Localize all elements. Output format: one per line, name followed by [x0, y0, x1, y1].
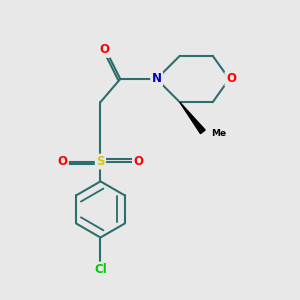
- Text: O: O: [226, 73, 236, 85]
- Text: O: O: [99, 44, 110, 56]
- Text: S: S: [96, 155, 105, 168]
- Text: Cl: Cl: [94, 263, 107, 276]
- Text: Me: Me: [211, 129, 226, 138]
- Text: N: N: [152, 73, 162, 85]
- Polygon shape: [180, 102, 205, 134]
- Text: O: O: [58, 155, 68, 168]
- Text: O: O: [134, 155, 143, 168]
